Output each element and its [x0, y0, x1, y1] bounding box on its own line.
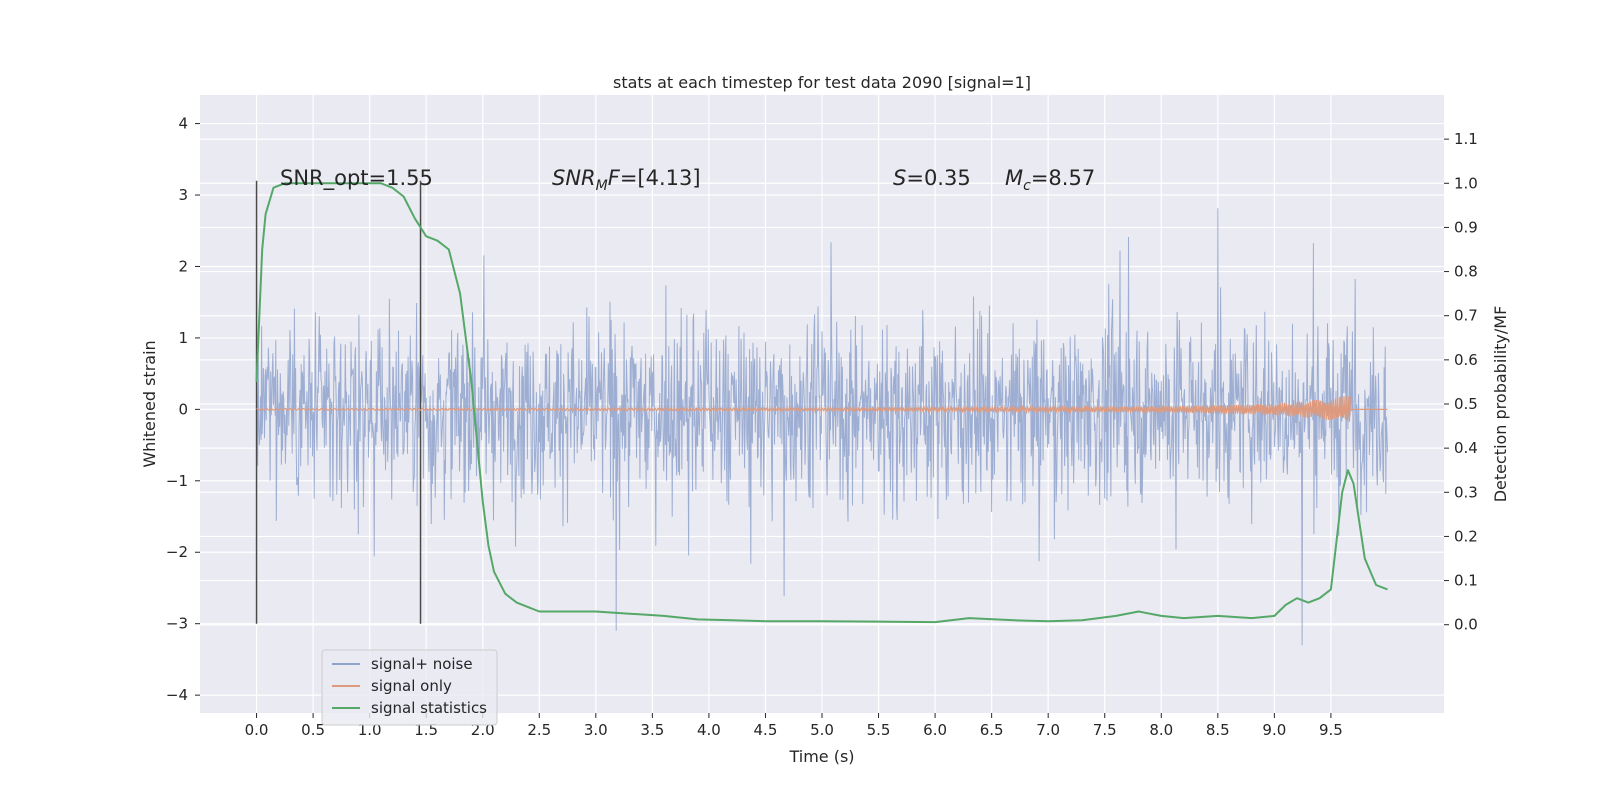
- snr-mf-main: SNR: [552, 166, 596, 190]
- marker-lines: [255, 180, 422, 624]
- x-tick-label: 6.5: [980, 721, 1004, 739]
- x-tick-label: 9.0: [1262, 721, 1286, 739]
- y-tick-label: 0: [178, 400, 188, 418]
- legend-label-signal-statistics: signal statistics: [371, 699, 487, 717]
- legend-label-signal-noise: signal+ noise: [371, 655, 473, 673]
- y-right-axis-label: Detection probability/MF: [1491, 306, 1510, 503]
- y-tick-label: 1: [178, 329, 188, 347]
- legend-label-signal-only: signal only: [371, 677, 452, 695]
- x-tick-label: 3.5: [640, 721, 664, 739]
- legend: signal+ noise signal only signal statist…: [321, 649, 498, 726]
- y-right-tick-label: 0.4: [1454, 439, 1478, 457]
- annotation-snr-mf: SNRMF=[4.13]: [552, 166, 701, 194]
- y-right-tick-label: 0.5: [1454, 395, 1478, 413]
- y-right-tick-labels: 1.1 1.0 0.9 0.8 0.7 0.6 0.5 0.4 0.3 0.2 0.1 0.0: [1444, 130, 1478, 634]
- y-tick-label: 3: [178, 186, 188, 204]
- x-tick-label: 5.0: [810, 721, 834, 739]
- y-tick-label: −1: [166, 472, 188, 490]
- mc-sub: c: [1023, 178, 1031, 194]
- y-tick-labels: 4 3 2 1 0 −1 −2 −3 −4: [166, 115, 200, 704]
- x-tick-label: 9.5: [1319, 721, 1343, 739]
- signal-statistics-series: [255, 182, 1388, 624]
- x-axis-label: Time (s): [788, 747, 854, 766]
- x-tick-label: 4.5: [754, 721, 778, 739]
- annotation-mc: Mc=8.57: [1005, 166, 1095, 194]
- y-right-tick-label: 0.9: [1454, 218, 1478, 236]
- signal-noise-line: [256, 208, 1388, 646]
- y-right-tick-label: 1.0: [1454, 174, 1478, 192]
- y-right-tick-label: 0.2: [1454, 527, 1478, 545]
- chart-title: stats at each timestep for test data 209…: [613, 73, 1031, 92]
- y-tick-label: −4: [166, 686, 188, 704]
- snr-mf-f: F: [608, 166, 621, 190]
- x-tick-label: 4.0: [697, 721, 721, 739]
- y-right-tick-label: 1.1: [1454, 130, 1478, 148]
- x-tick-label: 8.5: [1206, 721, 1230, 739]
- legend-box: [321, 649, 498, 726]
- x-tick-label: 3.0: [584, 721, 608, 739]
- y-right-tick-label: 0.0: [1454, 616, 1478, 634]
- mc-sym: M: [1005, 166, 1023, 190]
- y-right-tick-label: 0.1: [1454, 572, 1478, 590]
- signal-only-line: [256, 396, 1388, 422]
- y-tick-label: −2: [166, 543, 188, 561]
- snr-mf-sub: M: [596, 178, 608, 194]
- y-tick-label: 4: [178, 115, 188, 133]
- x-tick-label: 7.5: [1093, 721, 1117, 739]
- snr-mf-val: =[4.13]: [620, 166, 701, 190]
- signal-only-series: [256, 396, 1388, 422]
- signal-statistics-line: [255, 182, 1388, 624]
- x-tick-label: 0.5: [301, 721, 325, 739]
- y-right-tick-label: 0.6: [1454, 351, 1478, 369]
- annotation-snr-opt: SNR_opt=1.55: [280, 166, 433, 191]
- y-right-tick-label: 0.3: [1454, 483, 1478, 501]
- y-tick-label: −3: [166, 615, 188, 633]
- x-tick-label: 0.0: [245, 721, 269, 739]
- x-tick-label: 6.0: [923, 721, 947, 739]
- s-sym: S: [893, 166, 906, 190]
- annotation-s: S=0.35: [893, 166, 971, 190]
- y-right-tick-label: 0.8: [1454, 263, 1478, 281]
- y-tick-label: 2: [178, 257, 188, 275]
- s-val: =0.35: [906, 166, 970, 190]
- x-tick-label: 5.5: [867, 721, 891, 739]
- signal-noise-series: [256, 208, 1388, 646]
- x-tick-label: 2.5: [527, 721, 551, 739]
- y-axis-label: Whitened strain: [140, 340, 159, 467]
- x-tick-label: 7.0: [1036, 721, 1060, 739]
- y-right-tick-label: 0.7: [1454, 307, 1478, 325]
- mc-val: =8.57: [1031, 166, 1095, 190]
- x-tick-label: 8.0: [1149, 721, 1173, 739]
